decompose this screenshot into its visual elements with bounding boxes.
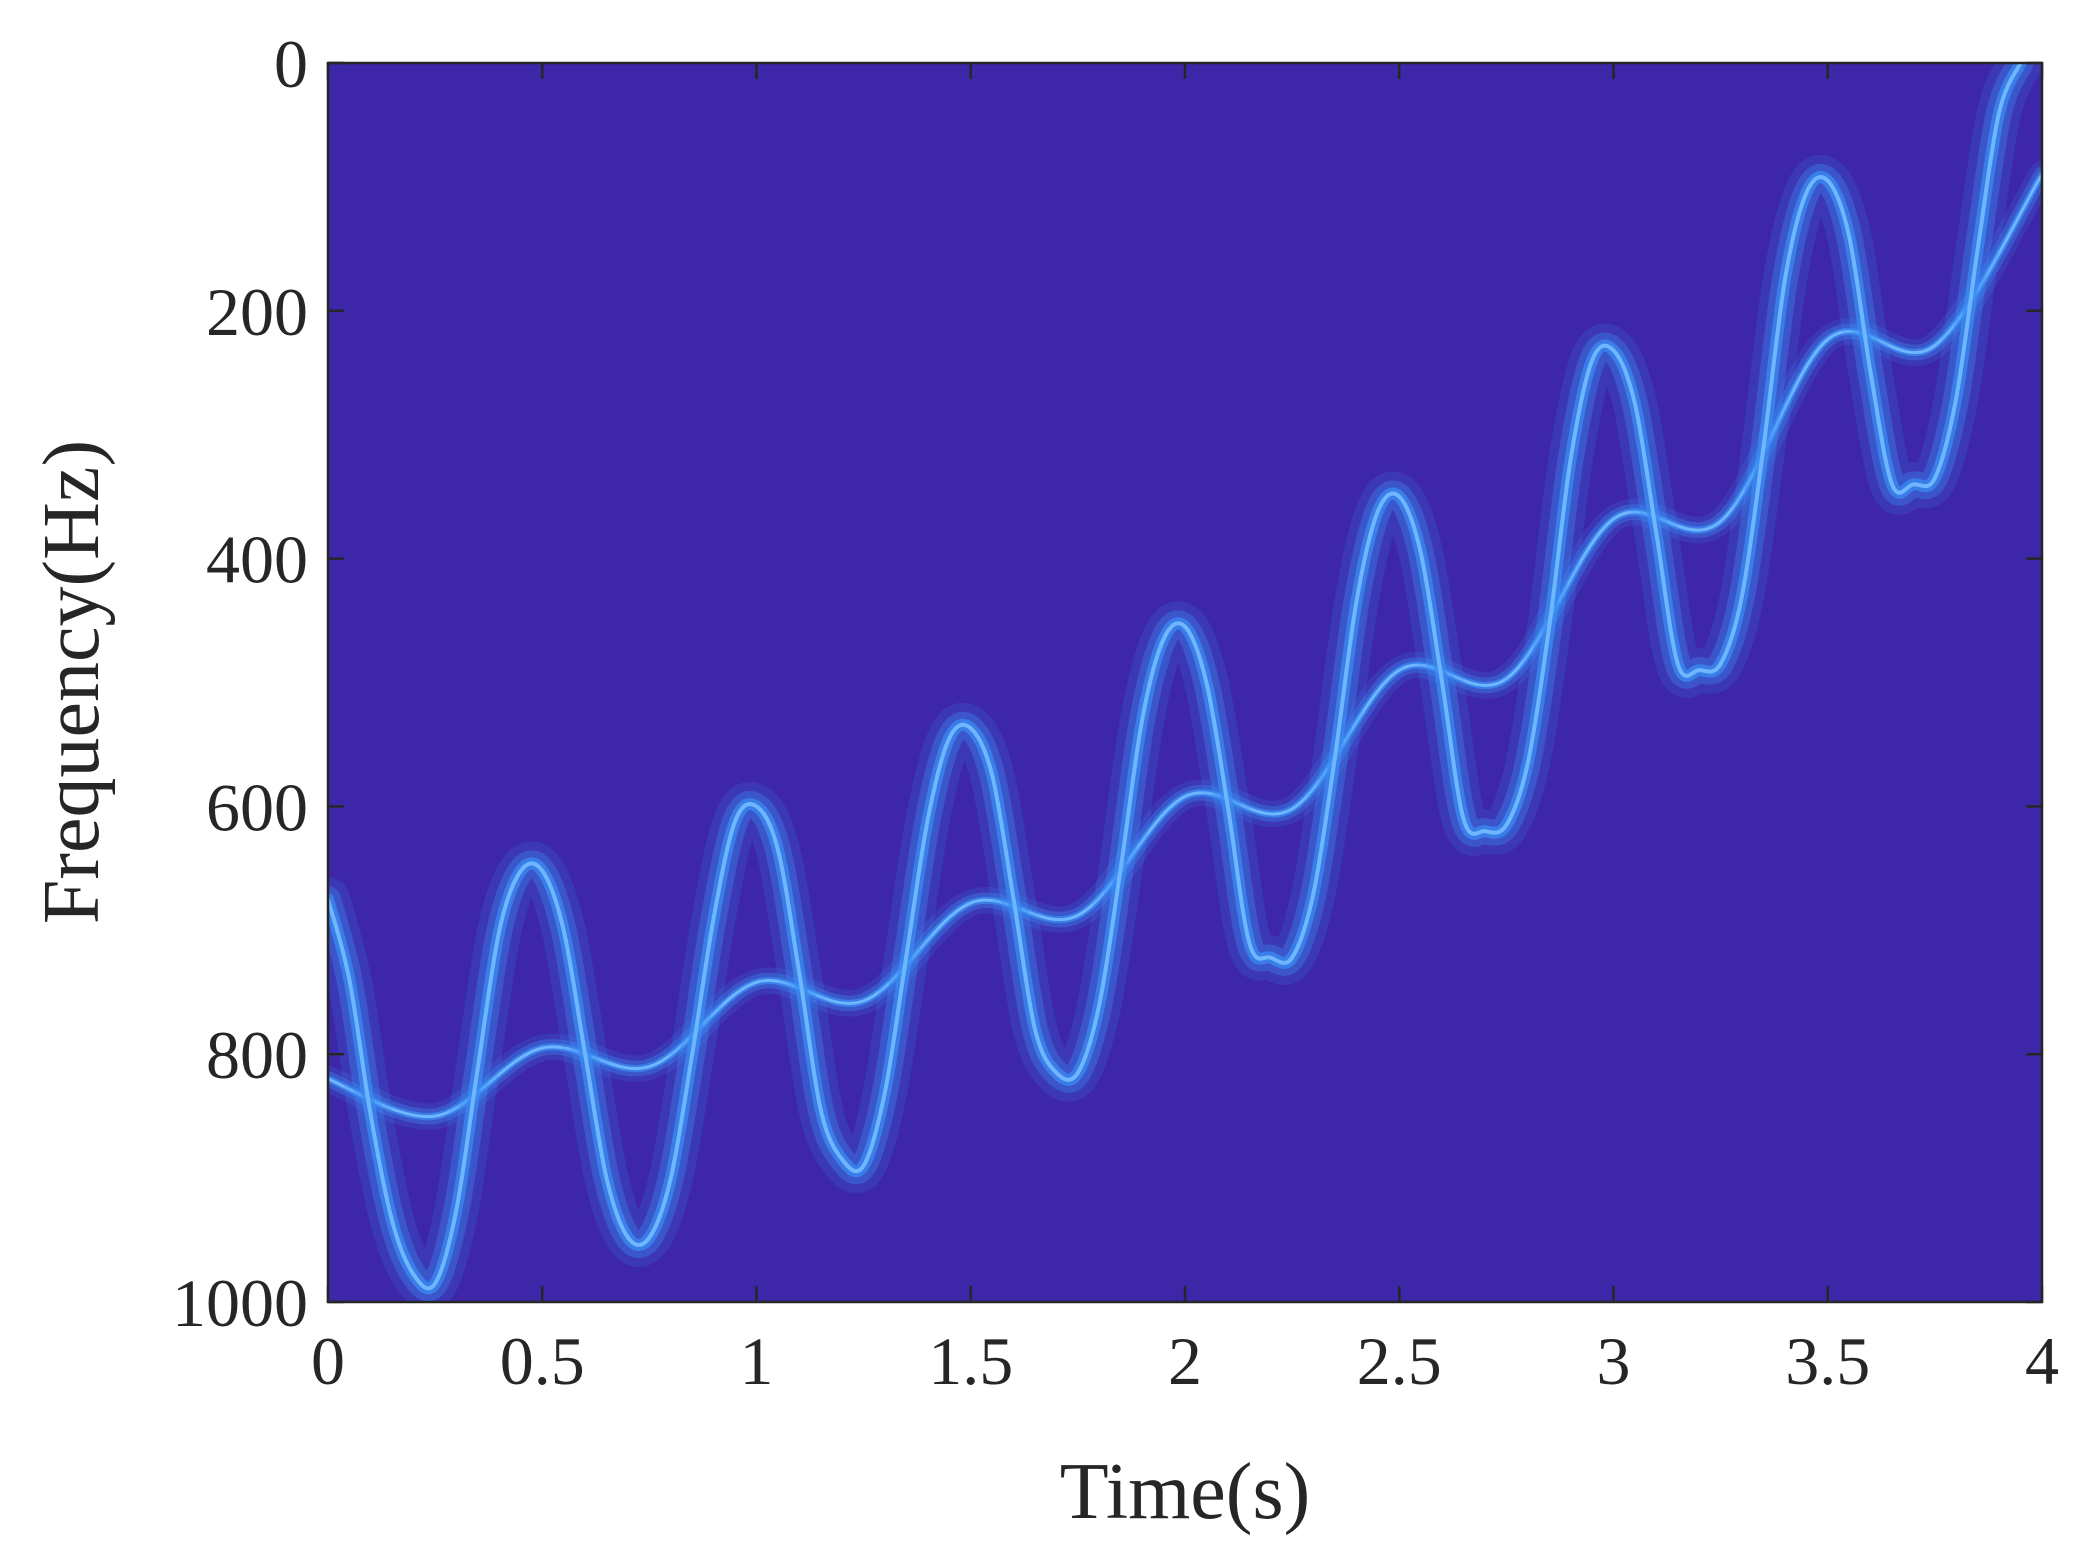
y-tick-labels: 0 200 400 600 800 1000 bbox=[172, 26, 308, 1341]
x-tick-label: 1.5 bbox=[928, 1323, 1013, 1399]
y-axis-title: Frequency(Hz) bbox=[28, 440, 116, 924]
y-tick-label: 200 bbox=[206, 274, 308, 350]
plot-area bbox=[328, 63, 2042, 1302]
x-tick-label: 0.5 bbox=[500, 1323, 585, 1399]
y-tick-label: 400 bbox=[206, 522, 308, 598]
spectrogram-ridges bbox=[328, 63, 2042, 1302]
axis-ticks bbox=[326, 61, 2044, 1304]
y-tick-label: 0 bbox=[274, 26, 308, 102]
y-tick-label: 1000 bbox=[172, 1265, 308, 1341]
x-tick-label: 2 bbox=[1168, 1323, 1202, 1399]
y-tick-label: 800 bbox=[206, 1017, 308, 1093]
x-tick-label: 4 bbox=[2025, 1323, 2059, 1399]
y-tick-label: 600 bbox=[206, 769, 308, 845]
x-tick-label: 2.5 bbox=[1357, 1323, 1442, 1399]
x-tick-label: 0 bbox=[311, 1323, 345, 1399]
x-tick-label: 3 bbox=[1597, 1323, 1631, 1399]
x-tick-label: 1 bbox=[740, 1323, 774, 1399]
x-tick-labels: 0 0.5 1 1.5 2 2.5 3 3.5 4 bbox=[311, 1323, 2059, 1399]
x-axis-title: Time(s) bbox=[1060, 1448, 1310, 1536]
ridge-2-layer-4 bbox=[328, 63, 2023, 1291]
x-tick-label: 3.5 bbox=[1785, 1323, 1870, 1399]
